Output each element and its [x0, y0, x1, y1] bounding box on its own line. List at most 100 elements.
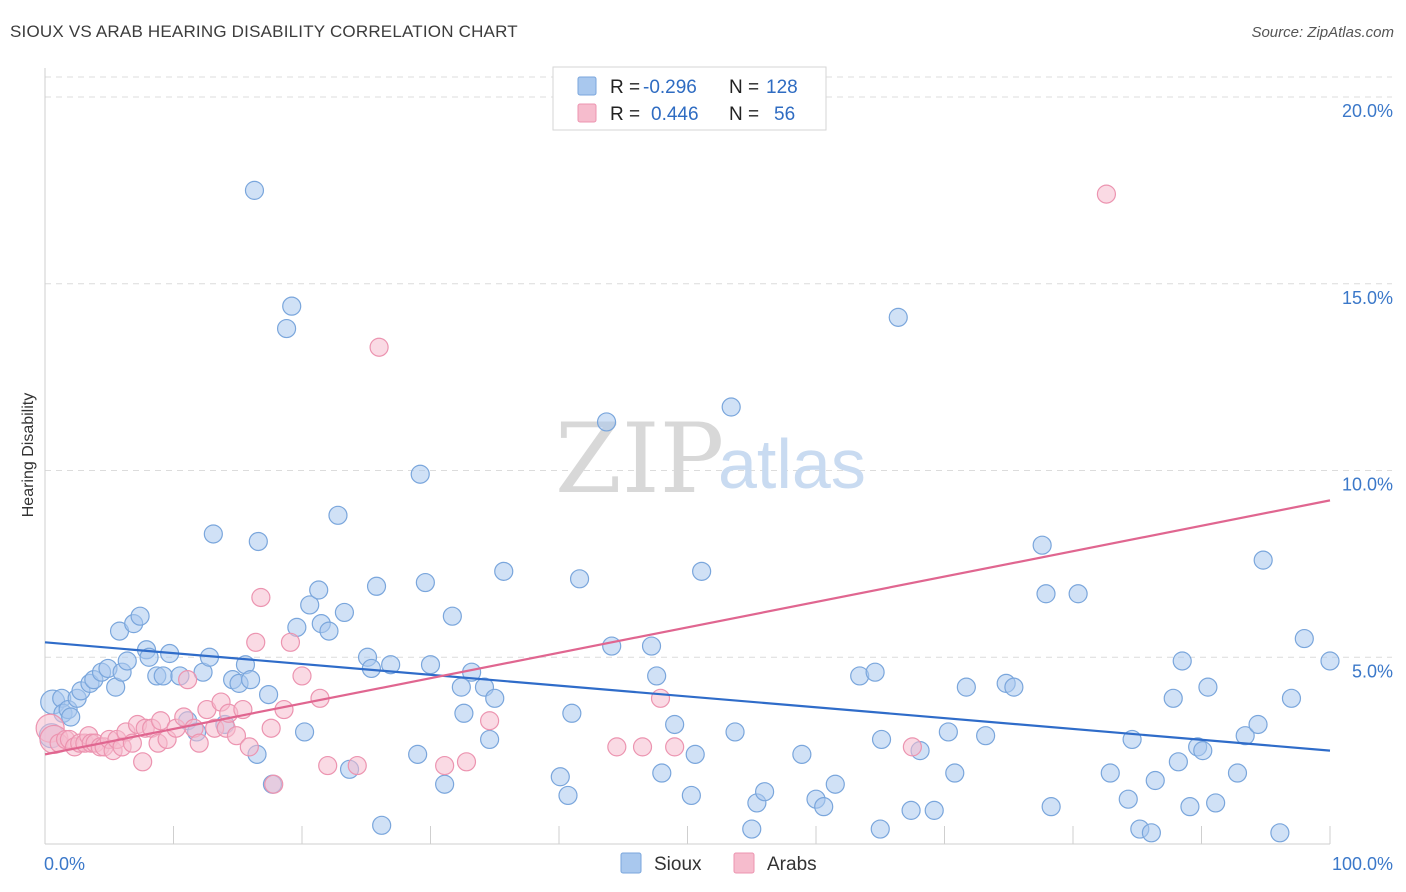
sioux-point-69: [558, 785, 578, 806]
sioux-point-104: [1032, 535, 1052, 555]
legend-swatch-sioux: [577, 76, 597, 96]
arabs-point-48: [347, 755, 367, 776]
sioux-point-34: [244, 180, 265, 200]
grid-lines: [45, 76, 1392, 658]
bottom-legend-swatch-sioux: [620, 852, 642, 874]
sioux-point-55: [408, 744, 428, 764]
sioux-point-127: [1281, 688, 1302, 708]
sioux-point-78: [681, 785, 701, 806]
legend-r-label-sioux: R =: [610, 77, 640, 98]
sioux-point-53: [372, 815, 392, 835]
arabs-point-54: [632, 737, 653, 757]
legend-n-label-sioux: N =: [729, 77, 759, 98]
sioux-point-42: [294, 722, 315, 742]
legend-n-label-arabs: N =: [729, 104, 759, 125]
watermark: ZIP atlas: [555, 403, 866, 515]
sioux-point-62: [454, 703, 474, 723]
sioux-point-92: [870, 819, 890, 839]
sioux-point-71: [569, 569, 590, 589]
arabs-point-57: [902, 737, 922, 757]
sioux-point-46: [319, 621, 339, 641]
sioux-point-21: [153, 666, 173, 686]
sioux-point-101: [976, 726, 996, 746]
sioux-point-126: [1270, 823, 1290, 843]
sioux-point-109: [1118, 789, 1138, 809]
sioux-point-117: [1180, 797, 1200, 817]
sioux-point-115: [1168, 752, 1188, 772]
sioux-point-120: [1198, 677, 1218, 697]
arabs-point-53: [607, 737, 627, 757]
sioux-point-112: [1141, 823, 1161, 843]
sioux-point-54: [381, 655, 401, 675]
sioux-point-28: [203, 524, 223, 544]
sioux-point-72: [596, 412, 617, 432]
bottom-legend-label-arabs: Arabs: [767, 854, 817, 875]
legend-bottom: Sioux Arabs: [620, 852, 817, 875]
sioux-point-106: [1041, 797, 1061, 817]
sioux-point-47: [328, 505, 348, 525]
sioux-point-98: [938, 722, 958, 742]
sioux-point-95: [901, 800, 921, 820]
sioux-point-74: [641, 636, 662, 656]
sioux-point-17: [130, 606, 150, 626]
arabs-point-24: [151, 711, 171, 731]
sioux-point-119: [1193, 741, 1213, 761]
arabs-point-42: [264, 774, 284, 794]
arabs-point-43: [274, 699, 294, 720]
arabs-point-41: [261, 718, 281, 738]
arabs-point-50: [435, 755, 455, 776]
sioux-point-36: [248, 531, 268, 552]
arabs-point-52: [480, 711, 500, 731]
sioux-point-108: [1100, 763, 1120, 783]
sioux-point-59: [435, 774, 455, 794]
arabs-point-38: [239, 737, 259, 757]
arabs-point-30: [189, 733, 209, 753]
sioux-point-65: [480, 729, 500, 750]
y-tick-label-15: 15.0%: [1342, 288, 1393, 308]
sioux-point-99: [945, 763, 965, 783]
x-tick-label-0: 0.0%: [44, 854, 85, 874]
sioux-point-40: [282, 296, 302, 316]
arabs-trend-line: [44, 499, 1331, 756]
sioux-point-81: [721, 397, 741, 417]
sioux-point-68: [550, 767, 570, 787]
watermark-zip: ZIP: [555, 403, 724, 515]
legend-r-value-sioux: -0.296: [643, 77, 697, 98]
y-tick-label-5: 5.0%: [1352, 661, 1393, 681]
sioux-point-105: [1036, 584, 1056, 604]
sioux-point-73: [602, 636, 622, 656]
y-axis-label: Hearing Disability: [20, 393, 37, 518]
x-tick-label-100: 100.0%: [1332, 854, 1393, 874]
sioux-point-82: [725, 722, 745, 742]
arabs-point-58: [1096, 184, 1117, 204]
sioux-point-85: [754, 782, 775, 802]
legend-box: [552, 66, 827, 131]
legend-n-value-sioux: 128: [766, 77, 798, 98]
sioux-point-91: [865, 662, 885, 682]
sioux-point-83: [742, 819, 762, 839]
arabs-point-45: [292, 666, 312, 686]
trend-lines: [44, 499, 1331, 756]
legend-r-label-arabs: R =: [610, 104, 640, 125]
legend-top: R = -0.296 N = 128 R = 0.446 N = 56: [552, 66, 827, 131]
sioux-point-116: [1172, 651, 1192, 671]
sioux-point-43: [300, 595, 320, 615]
arabs-point-55: [650, 688, 671, 708]
sioux-point-37: [258, 684, 279, 705]
sioux-point-75: [647, 666, 667, 686]
arabs-point-51: [456, 752, 477, 772]
sioux-point-76: [652, 763, 672, 783]
sioux-point-39: [276, 318, 297, 339]
bottom-legend-swatch-arabs: [733, 852, 755, 874]
arabs-point-20: [133, 752, 153, 772]
arabs-point-47: [318, 755, 338, 776]
arabs-point-36: [226, 726, 247, 746]
sioux-point-125: [1253, 550, 1273, 570]
sioux-point-77: [665, 714, 685, 735]
chart-title: SIOUX VS ARAB HEARING DISABILITY CORRELA…: [10, 22, 518, 41]
legend-swatch-arabs: [577, 103, 597, 123]
arabs-point-28: [178, 670, 198, 690]
sioux-point-80: [692, 561, 712, 581]
chart-source: Source: ZipAtlas.com: [1251, 24, 1394, 41]
